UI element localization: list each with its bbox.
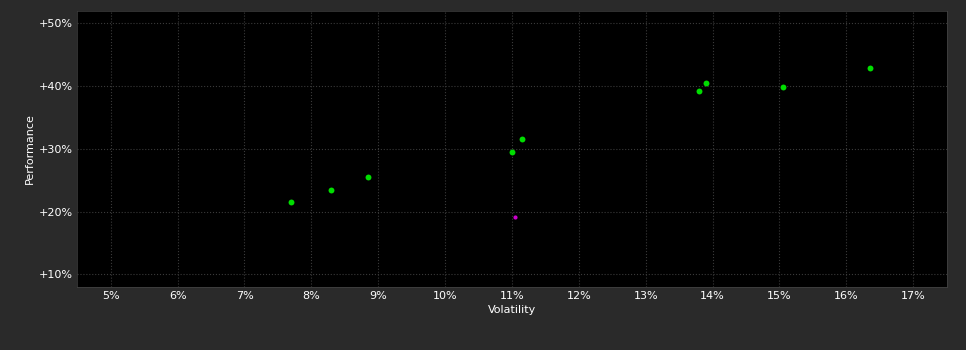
Y-axis label: Performance: Performance — [25, 113, 35, 184]
Point — [324, 187, 339, 192]
Point — [775, 84, 790, 90]
Point — [284, 199, 299, 205]
Point — [692, 88, 707, 94]
Point — [514, 136, 529, 142]
X-axis label: Volatility: Volatility — [488, 305, 536, 315]
Point — [862, 65, 877, 71]
Point — [698, 80, 714, 85]
Point — [504, 149, 520, 155]
Point — [360, 174, 376, 180]
Point — [507, 214, 523, 219]
